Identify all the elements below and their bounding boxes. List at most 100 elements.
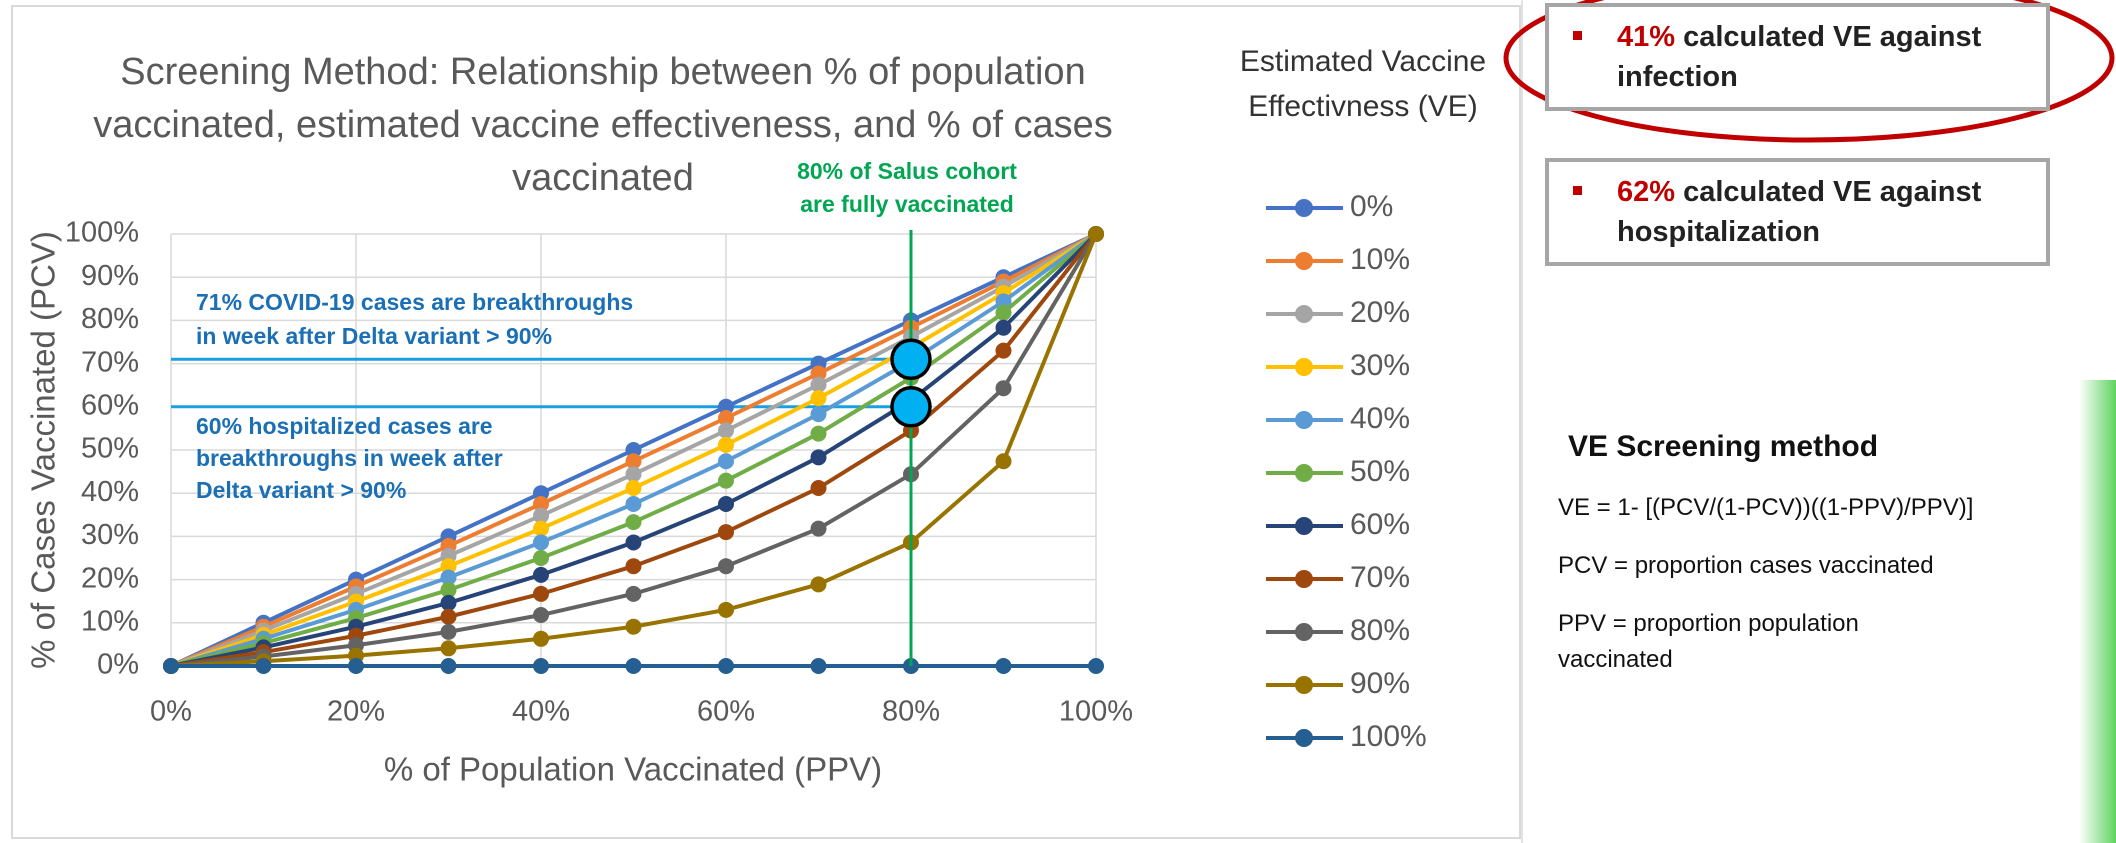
data-point bbox=[718, 601, 734, 618]
highlight-marker bbox=[890, 386, 932, 428]
y-tick-label: 40% bbox=[81, 476, 139, 508]
data-point bbox=[440, 658, 457, 674]
data-point bbox=[718, 558, 734, 575]
legend-label: 10% bbox=[1350, 243, 1410, 276]
annotation: 60% hospitalized cases are bbox=[196, 413, 493, 439]
data-point bbox=[533, 630, 549, 647]
method-line: PPV = proportion population vaccinated bbox=[1558, 610, 1859, 673]
legend-title: Effectivness (VE) bbox=[1248, 90, 1478, 123]
annotation: are fully vaccinated bbox=[800, 191, 1014, 217]
callout-text: calculated VE against infection bbox=[1617, 21, 1982, 93]
y-tick-label: 60% bbox=[81, 389, 139, 421]
legend-label: 70% bbox=[1350, 561, 1410, 594]
legend-marker bbox=[1295, 676, 1313, 694]
data-point bbox=[718, 398, 734, 415]
y-tick-label: 50% bbox=[81, 433, 139, 465]
data-point bbox=[625, 480, 642, 497]
highlight-marker bbox=[890, 338, 932, 381]
data-point bbox=[533, 520, 549, 537]
callout: 41% calculated VE against infection bbox=[1545, 3, 2050, 111]
data-point bbox=[995, 658, 1012, 674]
legend-marker bbox=[1295, 517, 1313, 535]
data-point bbox=[995, 380, 1012, 397]
data-point bbox=[440, 558, 457, 575]
data-point bbox=[995, 453, 1012, 470]
decoration bbox=[2079, 380, 2116, 843]
data-point bbox=[810, 365, 827, 382]
data-point bbox=[625, 558, 642, 575]
data-point bbox=[995, 342, 1012, 359]
data-point bbox=[625, 496, 642, 512]
data-point bbox=[255, 658, 272, 674]
data-point bbox=[533, 658, 549, 674]
x-tick-label: 40% bbox=[512, 696, 570, 728]
data-point bbox=[625, 618, 642, 635]
legend-marker bbox=[1295, 358, 1313, 376]
legend-marker bbox=[1295, 252, 1313, 270]
data-point bbox=[625, 514, 642, 531]
y-axis-label: % of Cases Vaccinated (PCV) bbox=[25, 231, 62, 669]
legend-label: 80% bbox=[1350, 614, 1410, 647]
data-point bbox=[440, 608, 457, 625]
annotation: 80% of Salus cohort bbox=[797, 158, 1017, 184]
data-point bbox=[625, 442, 642, 458]
legend-marker bbox=[1295, 729, 1313, 747]
x-axis-label: % of Population Vaccinated (PPV) bbox=[384, 751, 882, 788]
chart-frame bbox=[11, 5, 1521, 839]
data-point bbox=[810, 520, 827, 537]
data-point bbox=[718, 436, 734, 453]
legend-label: 30% bbox=[1350, 349, 1410, 382]
data-point bbox=[718, 472, 734, 489]
data-point bbox=[1088, 658, 1104, 674]
data-point bbox=[625, 585, 642, 602]
legend-label: 40% bbox=[1350, 402, 1410, 435]
bullet bbox=[1573, 186, 1582, 195]
y-tick-label: 100% bbox=[65, 217, 139, 249]
data-point bbox=[810, 390, 827, 407]
bullet bbox=[1573, 31, 1582, 40]
data-point bbox=[718, 658, 734, 674]
legend-title: Estimated Vaccine bbox=[1240, 45, 1486, 78]
legend-label: 20% bbox=[1350, 296, 1410, 329]
chart-title: vaccinated, estimated vaccine effectiven… bbox=[93, 104, 1113, 146]
method: VE Screening method VE = 1- [(PCV/(1-PCV… bbox=[1558, 430, 2078, 700]
callout: 62% calculated VE against hospitalizatio… bbox=[1545, 158, 2050, 266]
data-point bbox=[625, 466, 642, 483]
data-point bbox=[533, 507, 549, 524]
data-point bbox=[718, 496, 734, 512]
legend-marker bbox=[1295, 411, 1313, 429]
y-tick-label: 80% bbox=[81, 303, 139, 335]
data-point bbox=[718, 453, 734, 470]
data-point bbox=[440, 640, 457, 657]
highlight-ellipse bbox=[1503, 0, 2115, 143]
x-tick-label: 100% bbox=[1059, 696, 1133, 728]
data-point bbox=[163, 658, 179, 674]
data-point bbox=[810, 658, 827, 674]
callout-text: calculated VE against hospitalization bbox=[1617, 176, 1982, 248]
data-point bbox=[440, 623, 457, 640]
y-tick-label: 0% bbox=[97, 649, 139, 681]
data-point bbox=[810, 406, 827, 423]
method-line: PCV = proportion cases vaccinated bbox=[1558, 552, 1934, 579]
data-point bbox=[625, 534, 642, 551]
y-tick-label: 90% bbox=[81, 260, 139, 292]
annotation: breakthroughs in week after bbox=[196, 445, 503, 471]
data-point bbox=[533, 566, 549, 583]
data-point bbox=[625, 453, 642, 470]
data-point bbox=[348, 658, 364, 674]
data-point bbox=[533, 496, 549, 512]
annotation: 71% COVID-19 cases are breakthroughs bbox=[196, 289, 633, 315]
data-point bbox=[718, 410, 734, 427]
data-point bbox=[533, 585, 549, 602]
method-heading: VE Screening method bbox=[1568, 430, 1879, 463]
data-point bbox=[810, 376, 827, 393]
legend-label: 90% bbox=[1350, 667, 1410, 700]
data-point bbox=[625, 658, 642, 674]
data-point bbox=[440, 581, 457, 598]
data-point bbox=[440, 594, 457, 611]
y-tick-label: 10% bbox=[81, 605, 139, 637]
data-point bbox=[810, 480, 827, 497]
data-point bbox=[1088, 226, 1104, 242]
data-point bbox=[533, 607, 549, 624]
